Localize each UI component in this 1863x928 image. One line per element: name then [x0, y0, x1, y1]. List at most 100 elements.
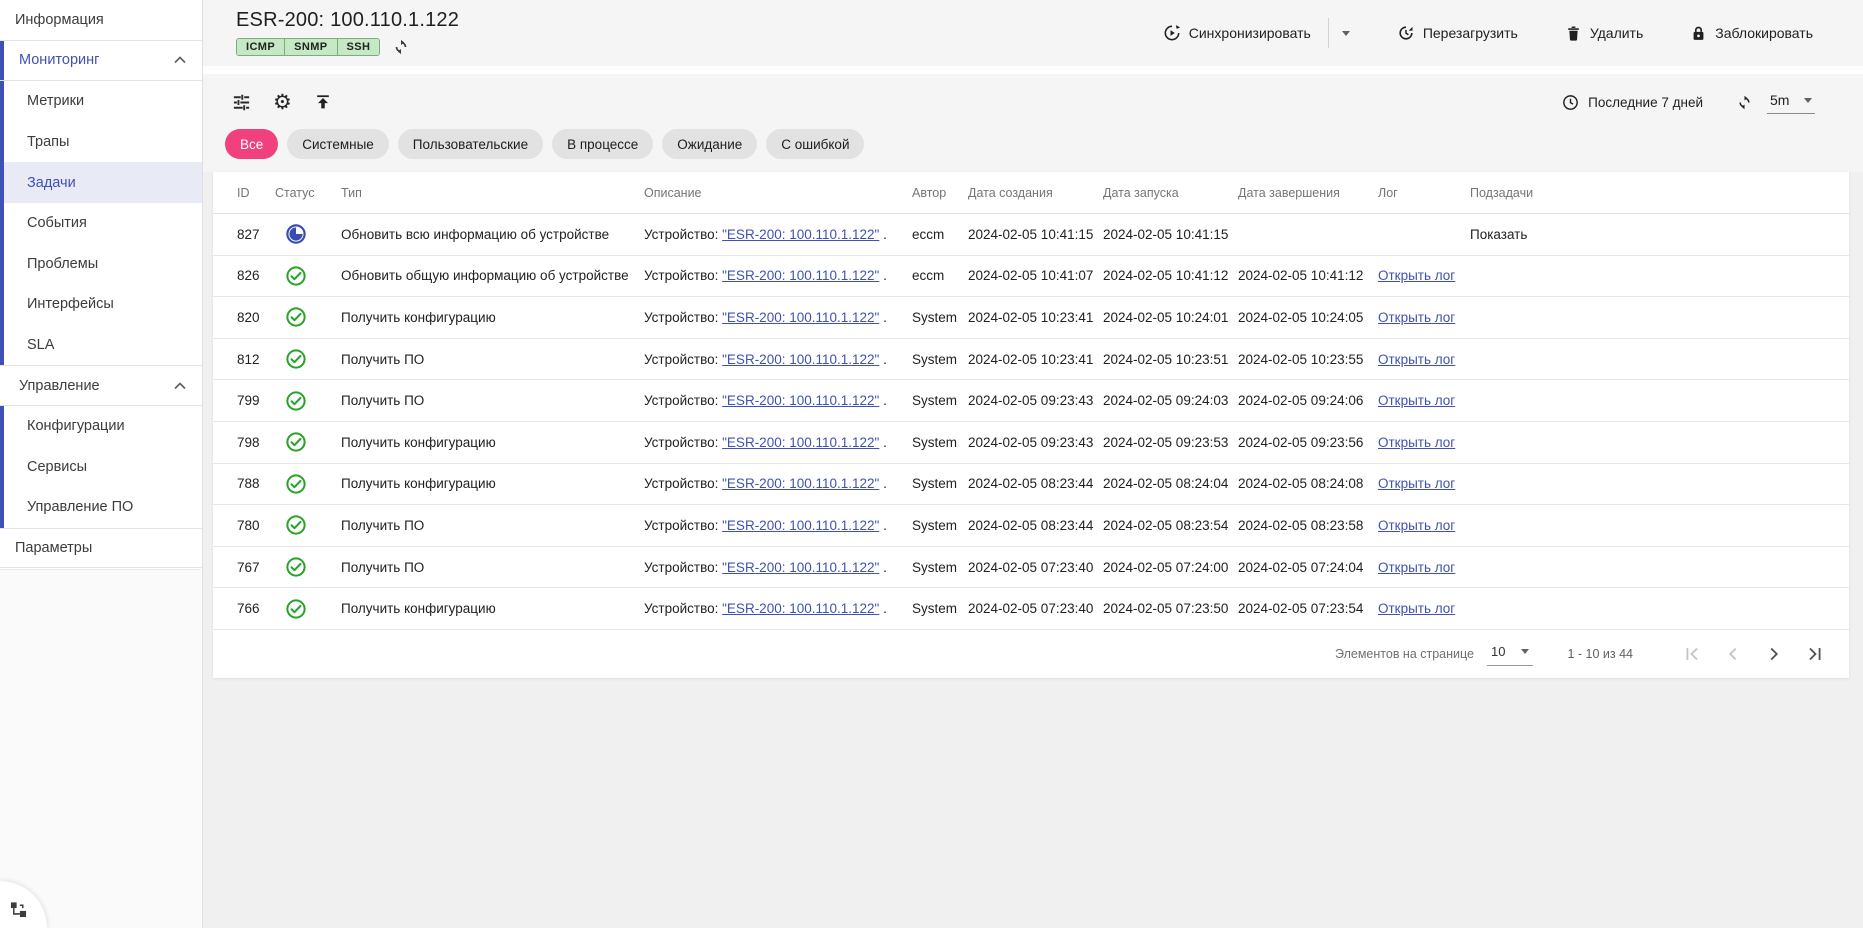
- device-link[interactable]: "ESR-200: 100.110.1.122": [722, 393, 880, 409]
- description-prefix: Устройство:: [644, 226, 723, 242]
- description-suffix: .: [879, 268, 887, 284]
- description-prefix: Устройство:: [644, 559, 723, 575]
- sync-dropdown-button[interactable]: [1341, 30, 1350, 36]
- block-button[interactable]: Заблокировать: [1689, 24, 1813, 43]
- chevron-up-icon: [174, 56, 186, 64]
- sidebar-item-tasks[interactable]: Задачи: [0, 162, 202, 203]
- filter-chip-all[interactable]: Все: [225, 129, 279, 159]
- task-author: eccm: [912, 255, 968, 298]
- device-sync-state-button[interactable]: [391, 37, 411, 57]
- filter-chip-in-progress[interactable]: В процессе: [552, 129, 654, 159]
- table-row: 798 Получить конфигурацию Устройство: "E…: [213, 421, 1849, 464]
- task-log: [1378, 213, 1470, 256]
- task-subtasks: [1470, 255, 1849, 298]
- task-started-date: 2024-02-05 09:23:53: [1103, 421, 1238, 464]
- task-id: 827: [213, 213, 275, 256]
- device-link[interactable]: "ESR-200: 100.110.1.122": [722, 434, 880, 450]
- status-success-icon: [285, 514, 307, 536]
- open-log-link[interactable]: Открыть лог: [1378, 476, 1456, 492]
- description-prefix: Устройство:: [644, 309, 723, 325]
- sidebar-item-software-management[interactable]: Управление ПО: [0, 487, 202, 528]
- refresh-button[interactable]: [1735, 93, 1754, 112]
- device-link[interactable]: "ESR-200: 100.110.1.122": [722, 559, 880, 575]
- sidebar-item-sla[interactable]: SLA: [0, 324, 202, 366]
- first-page-icon: [1686, 647, 1698, 661]
- tune-icon: [233, 94, 250, 110]
- column-header: Дата завершения: [1238, 172, 1378, 214]
- task-finished-date: 2024-02-05 10:41:12: [1238, 255, 1378, 298]
- task-status: [275, 379, 341, 422]
- device-link[interactable]: "ESR-200: 100.110.1.122": [722, 601, 880, 617]
- filter-settings-button[interactable]: [231, 92, 252, 113]
- sidebar-item-events[interactable]: События: [0, 202, 202, 244]
- task-description: Устройство: "ESR-200: 100.110.1.122" .: [644, 255, 912, 298]
- items-per-page-select[interactable]: 10: [1487, 642, 1534, 666]
- filter-chip-system[interactable]: Системные: [287, 129, 389, 159]
- open-log-link[interactable]: Открыть лог: [1378, 559, 1456, 575]
- upload-icon: [316, 95, 329, 109]
- device-link[interactable]: "ESR-200: 100.110.1.122": [722, 268, 880, 284]
- task-finished-date: 2024-02-05 08:24:08: [1238, 463, 1378, 506]
- time-range-button[interactable]: Последние 7 дней: [1555, 92, 1709, 113]
- sidebar-item-monitoring[interactable]: Мониторинг: [0, 40, 202, 82]
- task-created-date: 2024-02-05 07:23:40: [968, 587, 1103, 630]
- filter-chip-error[interactable]: С ошибкой: [766, 129, 865, 159]
- task-type: Получить конфигурацию: [341, 463, 644, 506]
- filter-chip-waiting[interactable]: Ожидание: [662, 129, 758, 159]
- task-type: Получить ПО: [341, 546, 644, 589]
- sidebar-item-traps[interactable]: Трапы: [0, 121, 202, 163]
- task-type: Получить ПО: [341, 338, 644, 381]
- task-log: Открыть лог: [1378, 379, 1470, 422]
- settings-button[interactable]: ⚙: [273, 92, 292, 113]
- main-content: ESR-200: 100.110.1.122 ICMP SNMP SSH: [203, 0, 1863, 928]
- task-author: System: [912, 421, 968, 464]
- task-description: Устройство: "ESR-200: 100.110.1.122" .: [644, 546, 912, 589]
- task-subtasks: [1470, 338, 1849, 381]
- table-row: 820 Получить конфигурацию Устройство: "E…: [213, 296, 1849, 339]
- sidebar-item-interfaces[interactable]: Интерфейсы: [0, 284, 202, 325]
- device-link[interactable]: "ESR-200: 100.110.1.122": [722, 226, 880, 242]
- sidebar-item-configurations[interactable]: Конфигурации: [0, 405, 202, 447]
- sidebar-item-management[interactable]: Управление: [0, 365, 202, 406]
- open-log-link[interactable]: Открыть лог: [1378, 309, 1456, 325]
- sidebar-item-metrics[interactable]: Метрики: [0, 81, 202, 122]
- sidebar-item-parameters[interactable]: Параметры: [0, 527, 202, 569]
- device-link[interactable]: "ESR-200: 100.110.1.122": [722, 309, 880, 325]
- delete-button[interactable]: Удалить: [1564, 24, 1643, 43]
- task-created-date: 2024-02-05 10:41:15: [968, 213, 1103, 256]
- open-log-link[interactable]: Открыть лог: [1378, 601, 1456, 617]
- reboot-button[interactable]: Перезагрузить: [1396, 23, 1518, 43]
- open-log-link[interactable]: Открыть лог: [1378, 517, 1456, 533]
- previous-page-button[interactable]: [1712, 643, 1753, 665]
- device-link[interactable]: "ESR-200: 100.110.1.122": [722, 517, 880, 533]
- block-button-label: Заблокировать: [1715, 25, 1813, 41]
- description-prefix: Устройство:: [644, 601, 723, 617]
- device-link[interactable]: "ESR-200: 100.110.1.122": [722, 476, 880, 492]
- last-page-button[interactable]: [1794, 643, 1835, 665]
- task-started-date: 2024-02-05 10:41:12: [1103, 255, 1238, 298]
- open-log-link[interactable]: Открыть лог: [1378, 393, 1456, 409]
- sidebar-item-information[interactable]: Информация: [0, 0, 202, 41]
- upload-button[interactable]: [313, 92, 333, 112]
- sync-button[interactable]: Синхронизировать: [1162, 23, 1311, 43]
- task-created-date: 2024-02-05 10:23:41: [968, 338, 1103, 381]
- last-page-icon: [1808, 647, 1820, 661]
- first-page-button[interactable]: [1671, 643, 1712, 665]
- caret-down-icon: [1804, 97, 1812, 103]
- device-link[interactable]: "ESR-200: 100.110.1.122": [722, 351, 880, 367]
- open-log-link[interactable]: Открыть лог: [1378, 351, 1456, 367]
- sidebar-item-problems[interactable]: Проблемы: [0, 243, 202, 285]
- task-started-date: 2024-02-05 07:23:50: [1103, 587, 1238, 630]
- sidebar-item-services[interactable]: Сервисы: [0, 446, 202, 488]
- task-status: [275, 213, 341, 256]
- open-log-link[interactable]: Открыть лог: [1378, 268, 1456, 284]
- table-row: 780 Получить ПО Устройство: "ESR-200: 10…: [213, 504, 1849, 547]
- task-description: Устройство: "ESR-200: 100.110.1.122" .: [644, 379, 912, 422]
- open-log-link[interactable]: Открыть лог: [1378, 434, 1456, 450]
- sidebar-item-label: Задачи: [27, 174, 76, 191]
- refresh-interval-select[interactable]: 5m: [1767, 90, 1815, 114]
- status-success-icon: [285, 556, 307, 578]
- filter-chip-user[interactable]: Пользовательские: [397, 129, 544, 159]
- show-subtasks-link[interactable]: Показать: [1470, 226, 1528, 242]
- next-page-button[interactable]: [1753, 643, 1794, 665]
